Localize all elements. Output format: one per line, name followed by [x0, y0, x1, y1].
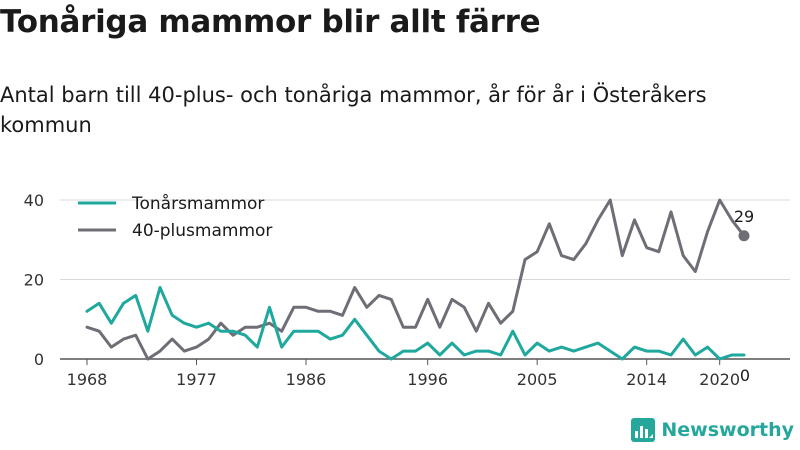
x-tick-label: 2020 — [699, 370, 740, 389]
legend-label-40plusmammor: 40-plusmammor — [132, 221, 272, 241]
chart-subtitle: Antal barn till 40-plus- och tonåriga ma… — [0, 83, 707, 137]
y-tick-label: 40 — [24, 191, 44, 210]
brand-name: Newsworthy — [661, 419, 794, 441]
chart-title: Tonåriga mammor blir allt färre — [0, 4, 541, 40]
end-label-40plusmammor: 29 — [734, 207, 754, 226]
x-tick-label: 1977 — [176, 370, 217, 389]
y-tick-label: 0 — [34, 350, 44, 369]
x-tick-label: 2014 — [626, 370, 667, 389]
series-lines — [85, 198, 746, 361]
grid-lines — [60, 199, 790, 360]
newsworthy-logo-icon — [631, 418, 656, 442]
series-line-40plusmammor — [85, 198, 746, 361]
y-tick-label: 20 — [24, 271, 44, 290]
series-line-tonarsmammor — [85, 286, 746, 361]
end-point-40plusmammor — [738, 230, 750, 242]
legend-label-tonarsmammor: Tonårsmammor — [131, 193, 264, 214]
line-chart: 0 20 40 1968 1977 1986 1996 2005 2014 2020 0 29 T… — [24, 191, 790, 389]
x-tick-label: 1996 — [407, 370, 448, 389]
legend: Tonårsmammor 40-plusmammor — [78, 193, 272, 241]
x-tick-label: 1986 — [286, 370, 327, 389]
end-labels: 0 29 — [734, 207, 754, 385]
x-axis: 1968 1977 1986 1996 2005 2014 2020 — [67, 359, 740, 389]
y-axis: 0 20 40 — [24, 191, 44, 369]
newsworthy-brand: Newsworthy — [631, 418, 794, 442]
end-label-tonarsmammor: 0 — [740, 366, 750, 385]
x-tick-label: 2005 — [517, 370, 558, 389]
x-tick-label: 1968 — [67, 370, 108, 389]
